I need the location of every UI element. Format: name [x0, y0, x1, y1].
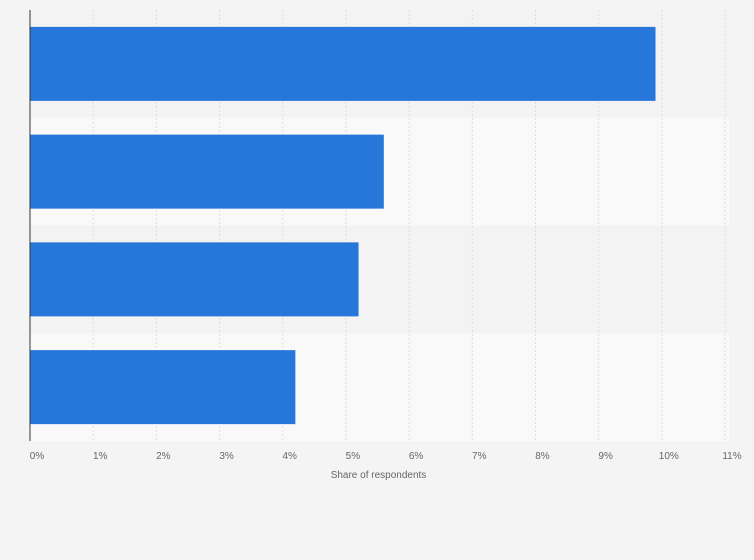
x-tick-label: 11%: [722, 451, 741, 462]
x-tick-label: 2%: [156, 451, 171, 462]
x-tick-label: 5%: [346, 451, 361, 462]
x-axis-ticks: 0% 1% 2% 3% 4% 5% 6% 7% 8% 9% 10% 11%: [30, 451, 742, 462]
x-tick-label: 4%: [283, 451, 298, 462]
x-axis-title: Share of respondents: [331, 470, 427, 481]
x-tick-label: 8%: [535, 451, 550, 462]
bar: [30, 242, 359, 317]
x-tick-label: 1%: [93, 451, 108, 462]
bars: [30, 26, 656, 425]
bar: [30, 26, 656, 101]
bar: [30, 350, 296, 425]
x-tick-label: 3%: [219, 451, 234, 462]
x-tick-label: 9%: [598, 451, 613, 462]
bar: [30, 134, 384, 209]
x-tick-label: 10%: [659, 451, 679, 462]
x-tick-label: 0%: [30, 451, 45, 462]
x-tick-label: 6%: [409, 451, 424, 462]
x-tick-label: 7%: [472, 451, 487, 462]
